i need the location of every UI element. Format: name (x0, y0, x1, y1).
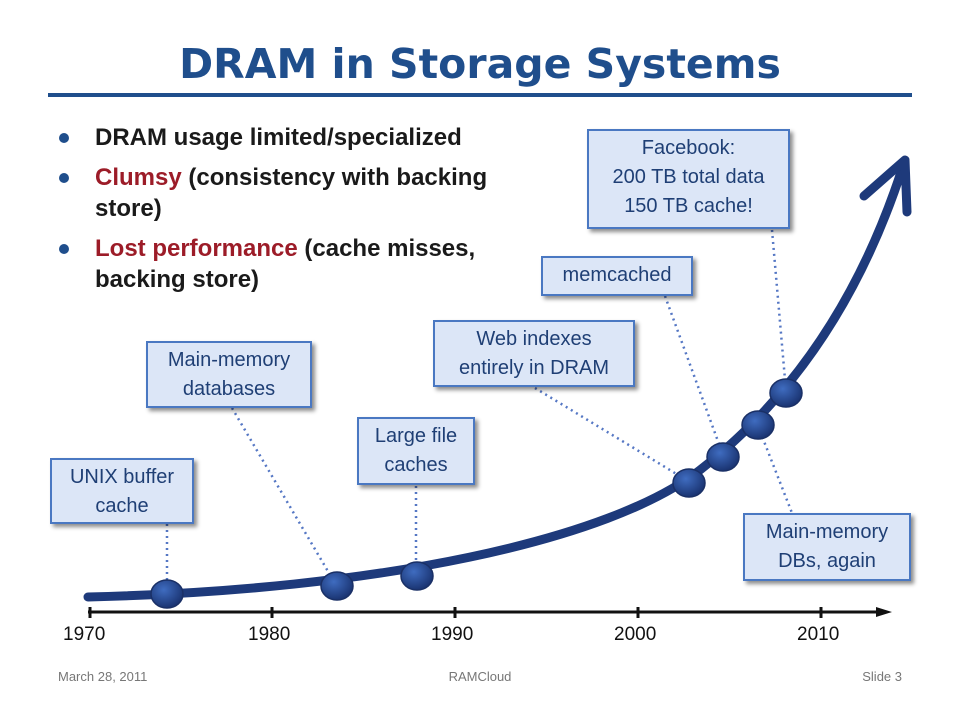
bullet-text: (consistency with backing store) (95, 164, 488, 222)
footer-title: RAMCloud (448, 669, 512, 684)
bullet-item: DRAM usage limited/specialized (55, 122, 525, 153)
callout-line: cache (95, 495, 149, 517)
callout-memcached: memcached (541, 256, 693, 296)
callout-line: Web indexes (476, 328, 592, 350)
callout-line: caches (384, 454, 448, 476)
axis-year-label: 2000 (614, 624, 657, 645)
axis-year-label: 2010 (797, 624, 840, 645)
callout-line: Large file (374, 425, 458, 447)
callout-line: databases (182, 378, 276, 400)
axis-year-label: 1990 (431, 624, 474, 645)
bullet-list: DRAM usage limited/specialized Clumsy (c… (55, 122, 525, 304)
bullet-highlight: Lost performance (95, 235, 298, 262)
bullet-dot-icon (59, 133, 69, 143)
callout-unix-buffer-cache: UNIX buffer cache (50, 458, 194, 524)
bullet-text: DRAM usage limited/specialized (95, 124, 462, 151)
milestone-node (150, 579, 184, 609)
connector-line (534, 386, 689, 483)
callout-line: 200 TB total data (612, 166, 765, 188)
bullet-item: Lost performance (cache misses, backing … (55, 233, 525, 295)
callout-line: DBs, again (778, 550, 876, 572)
callout-main-memory-databases: Main-memory databases (146, 341, 312, 408)
callout-line: memcached (562, 264, 672, 286)
bullet-item: Clumsy (consistency with backing store) (55, 162, 525, 224)
title-underline (48, 93, 912, 97)
milestone-node (769, 378, 803, 408)
callout-web-indexes: Web indexes entirely in DRAM (433, 320, 635, 387)
connector-line (230, 407, 338, 586)
bullet-dot-icon (59, 173, 69, 183)
axis-arrow-icon (876, 607, 892, 617)
callout-line: 150 TB cache! (624, 195, 753, 217)
callout-line: UNIX buffer (69, 466, 175, 488)
milestone-node (320, 571, 354, 601)
curve-arrowhead-icon (859, 155, 912, 217)
milestone-node (706, 442, 740, 472)
connector-lines (165, 229, 794, 592)
connector-line (770, 229, 788, 392)
footer-date: March 28, 2011 (58, 669, 148, 684)
slide-number: Slide 3 (862, 669, 902, 684)
milestone-node (400, 561, 434, 591)
milestone-node (741, 410, 775, 440)
milestone-node (672, 468, 706, 498)
callout-line: entirely in DRAM (458, 357, 610, 379)
callout-line: Main-memory (167, 349, 291, 371)
callout-main-memory-dbs-again: Main-memory DBs, again (743, 513, 911, 581)
callout-line: Main-memory (765, 521, 889, 543)
axis-year-label: 1980 (248, 624, 291, 645)
axis-ticks (88, 607, 823, 618)
bullet-highlight: Clumsy (95, 164, 182, 191)
callout-large-file-caches: Large file caches (357, 417, 475, 485)
connector-line (663, 295, 725, 456)
axis-year-label: 1970 (63, 624, 106, 645)
bullet-dot-icon (59, 244, 69, 254)
callout-facebook: Facebook: 200 TB total data 150 TB cache… (587, 129, 790, 229)
milestone-nodes (150, 378, 803, 609)
callout-line: Facebook: (641, 137, 736, 159)
bullet-text: (cache misses, backing store) (95, 235, 476, 293)
slide-title: DRAM in Storage Systems (179, 40, 781, 88)
